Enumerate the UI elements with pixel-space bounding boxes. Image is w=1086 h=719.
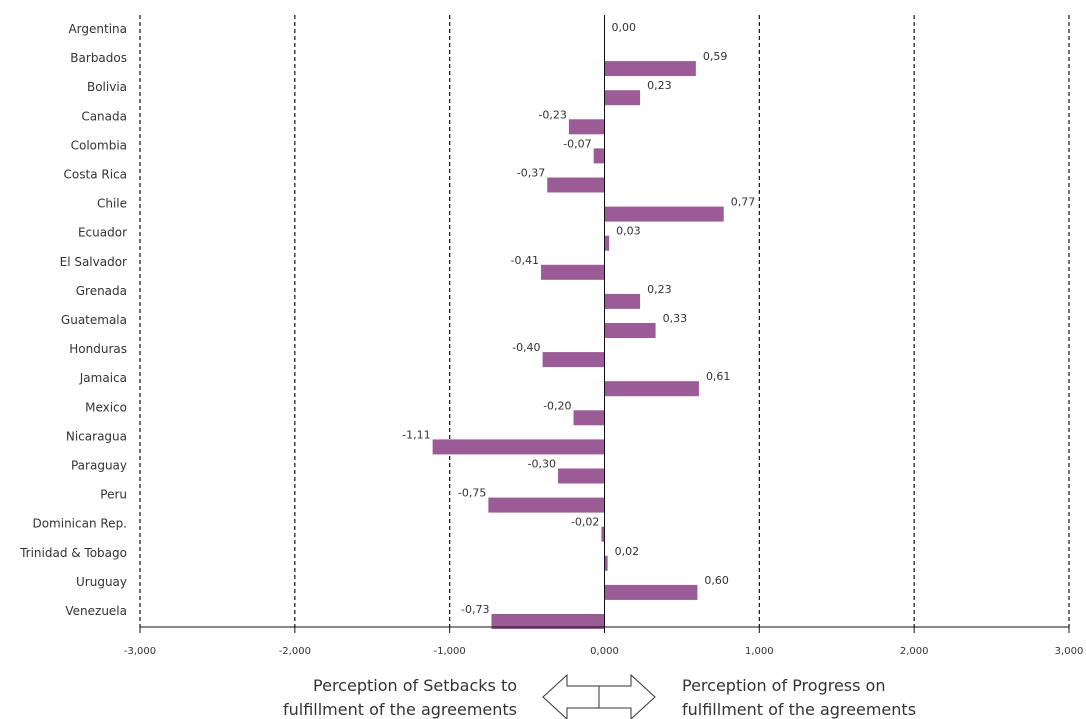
x-axis: -3,000 -2,000 -1,000 0,000 1,000 2,000 3,000 (124, 15, 1083, 657)
bar (542, 352, 605, 368)
category-label: Argentina (68, 22, 127, 36)
bar (604, 555, 608, 571)
bar (568, 119, 605, 135)
value-label: 0,00 (612, 21, 637, 34)
bar (541, 264, 605, 280)
category-label: Jamaica (79, 371, 127, 385)
value-label: -0,73 (461, 603, 489, 616)
value-label: 0,02 (615, 545, 640, 558)
x-tick-label: -1,000 (434, 646, 466, 657)
value-label: 0,23 (647, 283, 672, 296)
value-label: -0,02 (571, 516, 599, 529)
value-label: -0,40 (512, 341, 540, 354)
x-tick-label: 3,000 (1055, 646, 1084, 657)
category-label: Guatemala (61, 313, 127, 327)
value-label: -1,11 (402, 428, 430, 441)
value-label: 0,60 (704, 574, 729, 587)
bar (604, 206, 724, 222)
value-label: 0,59 (703, 50, 728, 63)
category-label: Mexico (85, 400, 127, 414)
bar (604, 61, 696, 77)
x-tick-label: -3,000 (124, 646, 156, 657)
category-label: Canada (81, 109, 127, 123)
value-label: -0,23 (538, 108, 566, 121)
value-label: -0,37 (517, 167, 545, 180)
category-label: Paraguay (71, 459, 127, 473)
country-labels: Argentina Barbados Bolivia Canada Colombia Co… (19, 22, 127, 618)
category-label: Costa Rica (64, 168, 127, 182)
category-label: El Salvador (60, 255, 127, 269)
category-label: Uruguay (76, 575, 127, 589)
x-tick-label: 0,000 (590, 646, 619, 657)
value-label: 0,33 (663, 312, 688, 325)
category-label: Barbados (70, 51, 127, 65)
footer-right-line2: fulfillment of the agreements (682, 700, 916, 719)
category-label: Chile (97, 197, 127, 211)
category-label: Dominican Rep. (32, 517, 127, 531)
bar (601, 526, 605, 542)
category-label: Bolivia (87, 80, 127, 94)
footer: Perception of Setbacks to fulfillment of… (283, 673, 916, 719)
bar (488, 497, 605, 513)
value-label: 0,61 (706, 370, 731, 383)
category-label: Ecuador (78, 226, 127, 240)
bar (432, 439, 605, 455)
bar (604, 293, 641, 309)
value-label: -0,75 (458, 487, 486, 500)
bar (547, 177, 605, 193)
grid-lines (139, 15, 1070, 627)
category-label: Honduras (69, 342, 127, 356)
value-label: -0,20 (543, 399, 571, 412)
value-label: -0,30 (528, 458, 556, 471)
value-label: -0,07 (563, 137, 591, 150)
x-tick-label: 2,000 (900, 646, 929, 657)
category-label: Colombia (71, 138, 127, 152)
footer-right-line1: Perception of Progress on (682, 676, 885, 695)
bar (593, 148, 605, 164)
bar (491, 614, 605, 629)
footer-left-line2: fulfillment of the agreements (283, 700, 517, 719)
value-labels: 0,00 0,59 0,23 -0,23 -0,07 -0,37 0,77 0,03 -0,41… (402, 21, 755, 616)
bar (604, 381, 699, 397)
category-label: Nicaragua (66, 429, 127, 443)
bar (604, 235, 610, 251)
value-label: 0,77 (731, 196, 756, 209)
bar (604, 323, 656, 338)
bars (432, 61, 724, 629)
value-label: 0,23 (647, 79, 672, 92)
bar (558, 468, 605, 484)
category-label: Venezuela (65, 604, 127, 618)
category-label: Grenada (76, 284, 127, 298)
bar (604, 90, 641, 106)
x-tick-label: -2,000 (279, 646, 311, 657)
category-label: Peru (100, 488, 127, 502)
value-label: -0,41 (511, 254, 539, 267)
bar (573, 410, 605, 426)
x-tick-label: 1,000 (745, 646, 774, 657)
category-label: Trinidad & Tobago (19, 546, 127, 560)
bar (604, 584, 698, 600)
footer-left-line1: Perception of Setbacks to (313, 676, 517, 695)
value-label: 0,03 (616, 225, 641, 238)
